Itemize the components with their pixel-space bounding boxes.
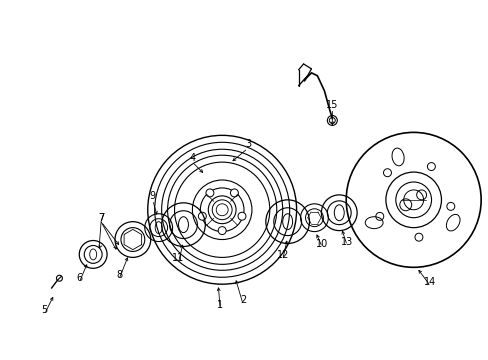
Text: 3: 3 [244,139,250,149]
Text: 6: 6 [76,273,82,283]
Text: 7: 7 [98,213,104,223]
Text: 12: 12 [276,251,288,260]
Text: 7: 7 [98,213,104,223]
Text: 8: 8 [116,270,122,280]
Text: 10: 10 [316,239,328,248]
Text: 2: 2 [240,295,245,305]
Text: 15: 15 [325,100,338,110]
Text: 13: 13 [340,237,353,247]
Text: 4: 4 [189,153,195,163]
Circle shape [238,212,245,220]
Circle shape [230,189,238,197]
Text: 9: 9 [149,191,156,201]
Text: 1: 1 [217,300,223,310]
Circle shape [205,189,213,197]
Text: 5: 5 [41,305,48,315]
Circle shape [198,212,206,220]
Text: 14: 14 [424,277,436,287]
Text: 11: 11 [172,253,184,264]
Circle shape [218,227,225,235]
